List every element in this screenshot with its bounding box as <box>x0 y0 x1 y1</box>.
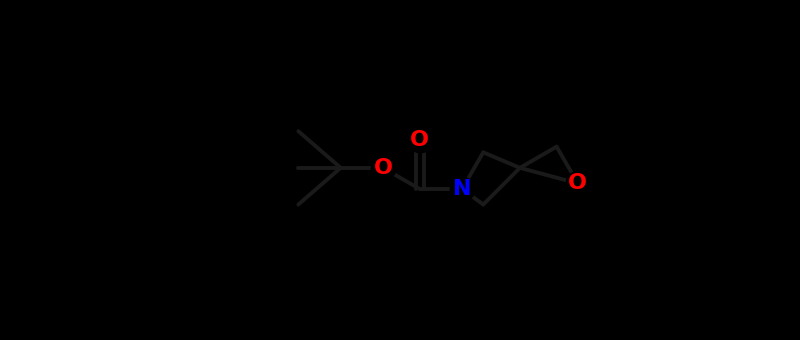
Text: O: O <box>374 158 393 178</box>
Text: O: O <box>568 173 587 193</box>
Text: O: O <box>410 130 430 150</box>
Text: N: N <box>453 179 471 199</box>
